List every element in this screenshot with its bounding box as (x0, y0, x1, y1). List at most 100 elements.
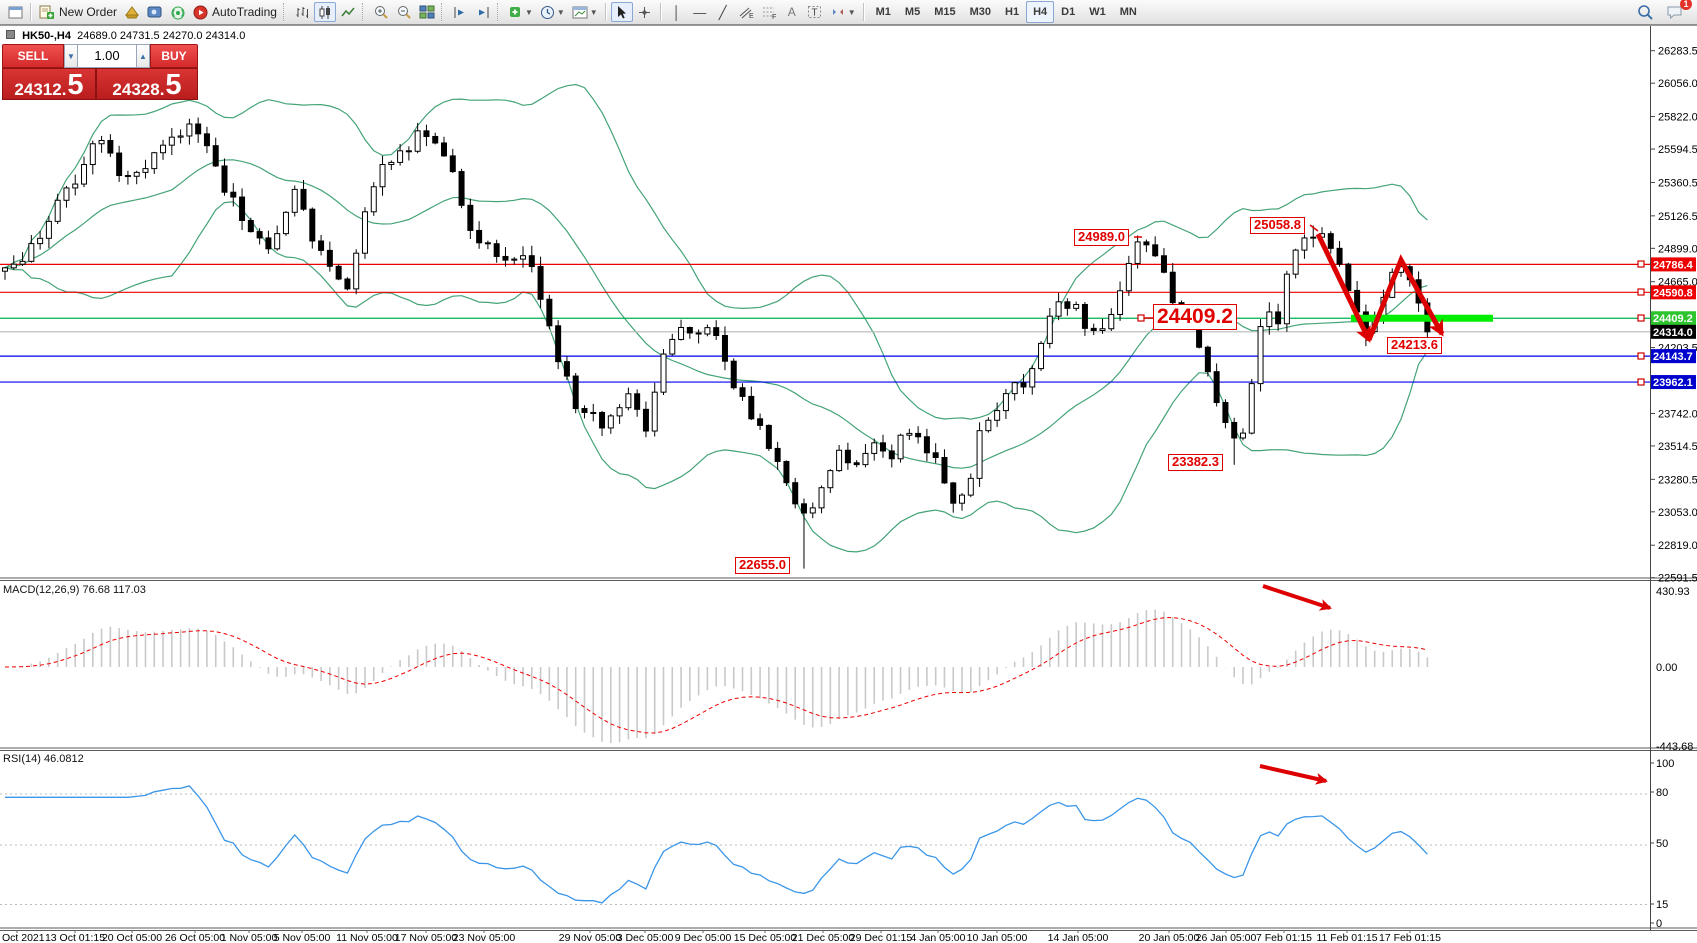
arrows-tool[interactable]: ▼ (827, 2, 859, 22)
dropdown-caret: ▼ (556, 7, 565, 17)
timeframe-h1[interactable]: H1 (1005, 6, 1020, 18)
volume-input[interactable]: 1.00 (78, 44, 136, 68)
search-icon[interactable] (1634, 2, 1657, 22)
price-badge (1651, 349, 1696, 364)
notifications-button[interactable]: 1 (1663, 0, 1692, 22)
volume-decrease-button[interactable]: ▼ (64, 44, 78, 68)
support-zone[interactable] (1351, 314, 1493, 322)
one-click-trading-panel: SELL ▼ 1.00 ▲ BUY 24312. 5 24328. 5 (2, 44, 198, 100)
bid-big-digit: 5 (67, 69, 84, 102)
crosshair-tool-button[interactable] (634, 2, 656, 22)
vertical-line-tool[interactable]: │ (672, 4, 681, 20)
text-label-tool[interactable]: T (804, 2, 826, 22)
window-icon[interactable] (4, 2, 26, 22)
macd-panel (4, 609, 1429, 743)
svg-text:T: T (812, 8, 818, 19)
svg-text:24143.7: 24143.7 (1653, 351, 1693, 363)
time-axis-label: 15 Dec 05:00 (734, 932, 797, 943)
svg-text:24314.0: 24314.0 (1653, 327, 1693, 339)
volume-increase-button[interactable]: ▲ (136, 44, 150, 68)
time-axis-label: 13 Oct 01:15 (45, 932, 105, 943)
price-axis-tick: 22819.0 (1658, 540, 1697, 552)
rsi-axis-tick: 0 (1656, 918, 1662, 930)
separator (496, 3, 502, 21)
zoom-in-button[interactable] (370, 2, 392, 22)
line-chart-button[interactable] (337, 2, 359, 22)
timeframe-h4[interactable]: H4 (1026, 1, 1055, 23)
rsi-line (5, 785, 1428, 904)
time-axis-label: 17 Feb 01:15 (1379, 932, 1441, 943)
price-badge (1651, 285, 1696, 300)
timeframe-mn[interactable]: MN (1119, 6, 1137, 18)
rsi-axis-tick: 100 (1656, 758, 1674, 770)
time-axis-label: 21 Dec 05:00 (792, 932, 855, 943)
separator (30, 3, 32, 21)
rsi-axis-tick: 15 (1656, 899, 1668, 911)
time-axis-label: 3 Dec 05:00 (617, 932, 674, 943)
timeframe-d1[interactable]: D1 (1061, 6, 1076, 18)
signals-icon[interactable] (167, 2, 189, 22)
dropdown-caret: ▼ (524, 7, 533, 17)
price-axis-tick: 26056.0 (1658, 78, 1697, 90)
trend-arrows[interactable] (1259, 232, 1445, 785)
indicators-button[interactable]: ▼ (505, 2, 536, 22)
time-axis-label: 14 Jan 05:00 (1048, 932, 1109, 943)
svg-text:24786.4: 24786.4 (1653, 259, 1694, 271)
time-axis-label: 20 Oct 05:00 (102, 932, 162, 943)
bid-main-digits: 24312. (14, 80, 67, 99)
ask-price[interactable]: 24328. 5 (96, 68, 198, 100)
candlestick-chart-button[interactable] (313, 2, 336, 22)
bar-chart-button[interactable] (291, 2, 313, 22)
horizontal-line-tool[interactable]: — (693, 4, 707, 20)
macd-axis-tick: 430.93 (1656, 586, 1690, 598)
timeframe-m30[interactable]: M30 (969, 6, 992, 18)
time-axis-label: 29 Dec 01:15 (850, 932, 913, 943)
rsi-axis-tick: 50 (1656, 838, 1668, 850)
timeframe-m1[interactable]: M1 (875, 6, 891, 18)
timeframe-m15[interactable]: M15 (934, 6, 956, 18)
price-badge (1651, 257, 1696, 272)
templates-button[interactable]: ▼ (569, 2, 601, 22)
fibonacci-tool[interactable]: F (758, 2, 780, 22)
autotrading-button[interactable]: AutoTrading (190, 2, 280, 22)
cursor-tool-button[interactable] (610, 2, 633, 22)
metaeditor-icon[interactable] (144, 2, 166, 22)
separator (361, 3, 367, 21)
svg-text:F: F (772, 14, 776, 19)
bollinger-upper (4, 83, 1428, 420)
main-toolbar: New Order AutoTrading (0, 0, 1697, 25)
periods-button[interactable]: ▼ (537, 2, 568, 22)
time-axis-label: 17 Nov 05:00 (395, 932, 458, 943)
candlestick-series[interactable] (2, 117, 1431, 569)
bid-price[interactable]: 24312. 5 (2, 68, 96, 100)
price-axis: 26283.5 26056.0 25822.0 25594.5 25360.5 25126… (1650, 46, 1697, 930)
new-order-button[interactable]: New Order (36, 2, 120, 22)
auto-scroll-button[interactable] (449, 2, 471, 22)
time-axis-label: 20 Jan 05:00 (1139, 932, 1200, 943)
zoom-out-button[interactable] (393, 2, 415, 22)
tile-windows-button[interactable] (416, 2, 438, 22)
time-axis-label: 1 Nov 05:00 (221, 932, 278, 943)
buy-button[interactable]: BUY (150, 44, 198, 68)
sell-button[interactable]: SELL (2, 44, 64, 68)
timeframe-m5[interactable]: M5 (904, 6, 921, 18)
chart-shift-button[interactable] (472, 2, 494, 22)
time-axis-label: Oct 2021 (2, 932, 45, 943)
time-axis-label: 5 Nov 05:00 (274, 932, 331, 943)
time-axis-label: 4 Jan 05:00 (911, 932, 966, 943)
rsi-axis-tick: 80 (1656, 787, 1668, 799)
market-icon[interactable] (121, 2, 143, 22)
price-axis-tick: 25822.0 (1658, 112, 1697, 124)
red-arrow (1366, 254, 1445, 341)
text-tool[interactable]: A (787, 5, 796, 19)
macd-signal-line (4, 617, 1428, 734)
channel-tool[interactable]: E (735, 2, 757, 22)
trendline-tool[interactable]: ╱ (718, 4, 727, 20)
symbol-icon (6, 30, 15, 39)
autotrading-label: AutoTrading (212, 5, 277, 19)
timeframe-w1[interactable]: W1 (1089, 6, 1106, 18)
macd-indicator-label: MACD(12,26,9) 76.68 117.03 (3, 584, 146, 596)
price-axis-tick: 26283.5 (1658, 46, 1697, 58)
